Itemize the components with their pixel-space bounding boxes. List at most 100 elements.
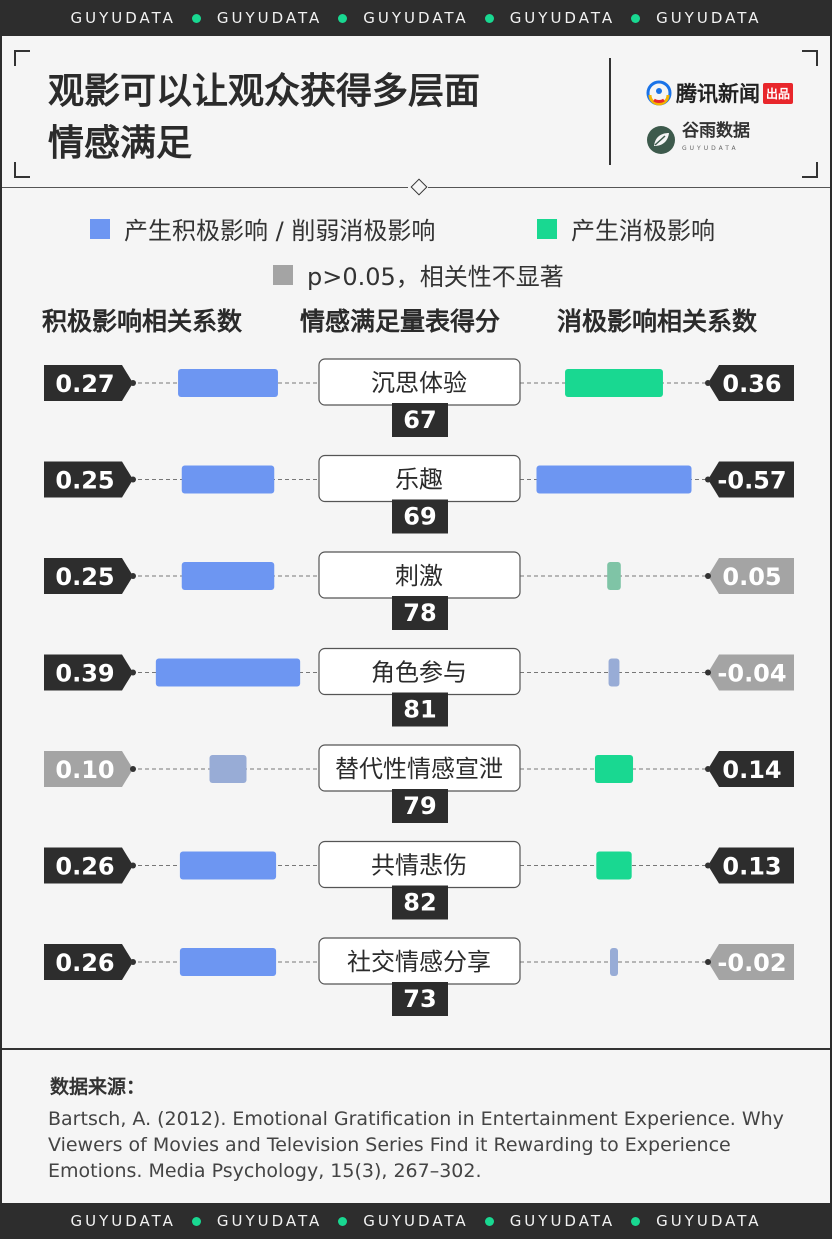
positive-value-tag (44, 558, 133, 594)
corner-mark (14, 162, 30, 178)
guyu-logo-text: 谷雨数据 (682, 121, 750, 141)
score-value: 69 (403, 503, 436, 531)
tag-dot (130, 959, 136, 965)
score-value: 79 (403, 792, 436, 820)
header-divider (609, 58, 611, 165)
tag-dot (130, 766, 136, 772)
correlation-chart: 0.27 0.36 沉思体验 67 0.25 -0.57 乐趣 69 0.25 0.05 刺激 78 0… (44, 358, 794, 1016)
negative-value-label: 0.05 (722, 563, 781, 591)
tag-dot (130, 573, 136, 579)
legend-negative: 产生消极影响 (537, 211, 715, 246)
legend-swatch-blue (90, 218, 110, 239)
tag-dot (130, 380, 136, 386)
section-divider-right (428, 187, 830, 188)
tencent-news-icon (646, 80, 672, 106)
category-label: 共情悲伤 (371, 852, 467, 880)
legend-swatch-green (537, 218, 557, 239)
tag-dot (705, 476, 711, 483)
band-dot-icon (338, 1216, 348, 1226)
negative-value-tag (708, 461, 794, 498)
negative-value-tag (708, 751, 794, 787)
positive-correlation-bar (181, 562, 275, 590)
corner-mark (802, 162, 818, 178)
top-brand-band: GUYUDATA GUYUDATA GUYUDATA GUYUDATA GUYU… (0, 0, 832, 36)
score-value: 73 (403, 985, 436, 1013)
band-text: GUYUDATA (70, 9, 176, 27)
score-box (392, 692, 448, 727)
guyu-data-logo: 谷雨数据 GUYUDATA (646, 122, 750, 158)
positive-value-tag (44, 461, 133, 498)
title-line-1: 观影可以让观众获得多层面 (48, 71, 481, 112)
band-dot-icon (631, 1216, 641, 1226)
negative-value-label: 0.36 (722, 370, 781, 398)
score-box (392, 403, 448, 437)
positive-value-tag (44, 365, 133, 401)
legend-positive: 产生积极影响 / 削弱消极影响 (90, 211, 435, 246)
band-dot-icon (484, 13, 494, 23)
score-value: 78 (403, 599, 436, 627)
positive-value-tag (44, 654, 133, 691)
negative-value-label: 0.14 (722, 756, 781, 784)
legend-label: p>0.05，相关性不显著 (307, 263, 564, 291)
category-label: 沉思体验 (371, 369, 467, 397)
category-label: 角色参与 (371, 659, 467, 687)
legend-ns: p>0.05，相关性不显著 (273, 257, 564, 292)
negative-correlation-bar (608, 658, 620, 687)
tag-dot (130, 862, 136, 869)
positive-value-tag (44, 751, 133, 787)
tag-dot (130, 476, 136, 483)
negative-value-tag (708, 654, 794, 691)
negative-correlation-bar (610, 948, 618, 976)
guyu-leaf-icon (647, 126, 675, 154)
score-box (392, 982, 448, 1016)
band-dot-icon (191, 1216, 201, 1226)
category-label: 替代性情感宣泄 (335, 755, 503, 783)
band-dot-icon (631, 13, 641, 23)
positive-value-label: 0.39 (55, 660, 114, 688)
tencent-logo-text: 腾讯新闻 (676, 82, 760, 106)
tag-dot (130, 669, 136, 676)
footer-divider (2, 1048, 830, 1050)
positive-value-tag (44, 847, 133, 884)
band-text: GUYUDATA (216, 9, 323, 27)
column-header-left: 积极影响相关系数 (42, 307, 243, 336)
legend-swatch-grey (273, 264, 293, 285)
category-label: 社交情感分享 (347, 948, 491, 976)
positive-correlation-bar (155, 658, 301, 687)
score-value: 82 (403, 889, 436, 917)
positive-value-label: 0.10 (55, 756, 114, 784)
positive-correlation-bar (209, 755, 247, 783)
tag-dot (705, 573, 711, 579)
band-text: GUYUDATA (509, 1212, 616, 1230)
positive-correlation-bar (178, 369, 278, 397)
positive-value-tag (44, 944, 133, 980)
positive-value-label: 0.27 (55, 370, 114, 398)
band-text: GUYUDATA (70, 1212, 176, 1230)
positive-value-label: 0.25 (55, 563, 114, 591)
negative-value-label: -0.04 (717, 660, 786, 688)
category-label: 乐趣 (395, 466, 443, 494)
band-dot-icon (338, 13, 348, 23)
band-text: GUYUDATA (509, 9, 616, 27)
band-text: GUYUDATA (363, 9, 469, 27)
tencent-logo-tag: 出品 (763, 82, 794, 104)
category-label: 刺激 (395, 562, 443, 590)
guyu-logo-subtext: GUYUDATA (682, 145, 739, 152)
negative-value-tag (708, 365, 794, 401)
negative-correlation-bar (536, 465, 692, 494)
page-title: 观影可以让观众获得多层面 情感满足 (48, 66, 608, 170)
negative-correlation-bar (565, 369, 663, 397)
score-value: 67 (403, 406, 436, 434)
tag-dot (705, 669, 711, 676)
column-header-right: 消极影响相关系数 (557, 307, 758, 336)
negative-value-tag (708, 847, 794, 884)
band-text: GUYUDATA (363, 1212, 469, 1230)
corner-mark (802, 50, 818, 66)
negative-value-label: -0.02 (717, 949, 786, 977)
positive-value-label: 0.25 (55, 467, 114, 495)
score-box (392, 789, 448, 823)
tag-dot (705, 380, 711, 386)
column-header-center: 情感满足量表得分 (300, 307, 501, 336)
legend-label: 产生消极影响 (571, 217, 715, 245)
band-text: GUYUDATA (656, 9, 762, 27)
